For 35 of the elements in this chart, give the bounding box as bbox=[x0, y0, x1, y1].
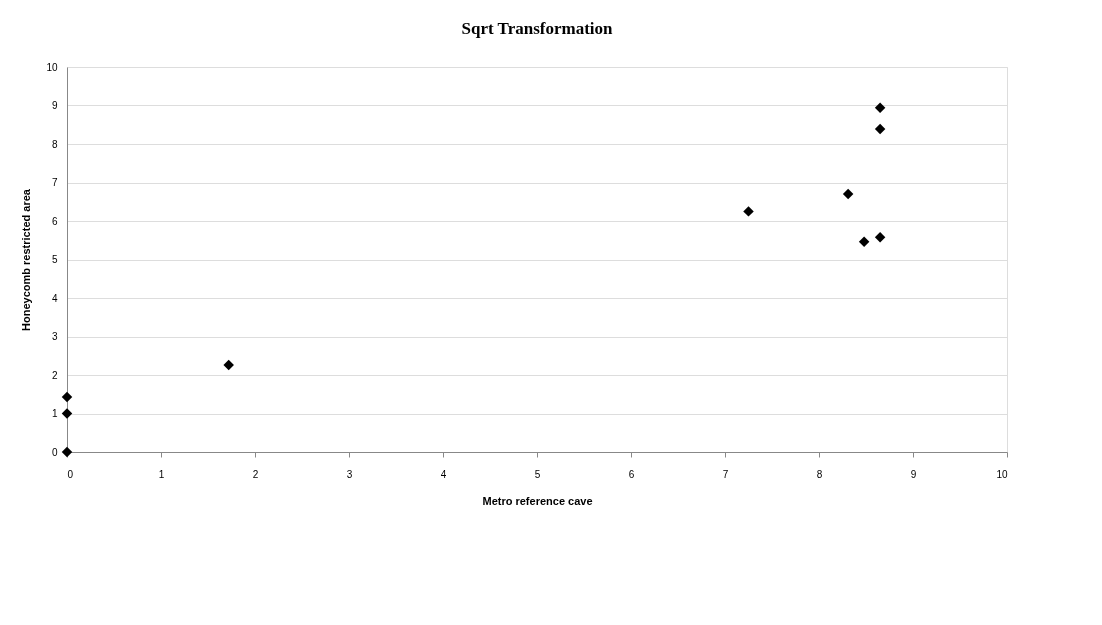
y-tick-label: 1 bbox=[51, 408, 58, 419]
y-tick-label: 6 bbox=[51, 215, 58, 227]
y-tick-label: 4 bbox=[51, 292, 58, 304]
chart-title: Sqrt Transformation bbox=[461, 19, 614, 38]
x-tick-label: 3 bbox=[346, 468, 353, 480]
x-tick-label: 1 bbox=[158, 468, 165, 480]
point bbox=[842, 188, 854, 200]
y-tick-label: 8 bbox=[51, 138, 58, 150]
x-tick-label: 8 bbox=[816, 468, 823, 480]
y-tick-label: 3 bbox=[51, 331, 58, 342]
point bbox=[61, 446, 73, 458]
y-tick-label: 7 bbox=[51, 177, 58, 188]
x-tick-label: 10 bbox=[996, 468, 1008, 480]
point bbox=[223, 359, 234, 371]
y-tick-label: 10 bbox=[46, 61, 58, 73]
y-axis-title: Honeycomb restricted area bbox=[20, 188, 33, 331]
x-axis-title: Metro reference cave bbox=[482, 494, 593, 507]
x-tick-label: 5 bbox=[534, 468, 541, 480]
x-tick-label: 9 bbox=[910, 468, 917, 480]
point bbox=[874, 231, 886, 243]
x-tick-label: 7 bbox=[722, 468, 729, 480]
point bbox=[874, 102, 886, 114]
point bbox=[858, 236, 870, 248]
point bbox=[61, 391, 73, 403]
point bbox=[874, 123, 886, 135]
y-tick-label: 2 bbox=[51, 369, 58, 381]
x-tick-label: 4 bbox=[440, 468, 447, 480]
y-tick-label: 5 bbox=[51, 254, 58, 265]
x-tick-label: 2 bbox=[252, 468, 259, 480]
y-tick-label: 9 bbox=[51, 100, 58, 111]
point bbox=[743, 206, 754, 217]
x-tick-label: 6 bbox=[628, 468, 635, 480]
y-tick-label: 0 bbox=[51, 446, 58, 458]
point bbox=[61, 408, 73, 419]
x-tick-label: 0 bbox=[67, 468, 74, 480]
